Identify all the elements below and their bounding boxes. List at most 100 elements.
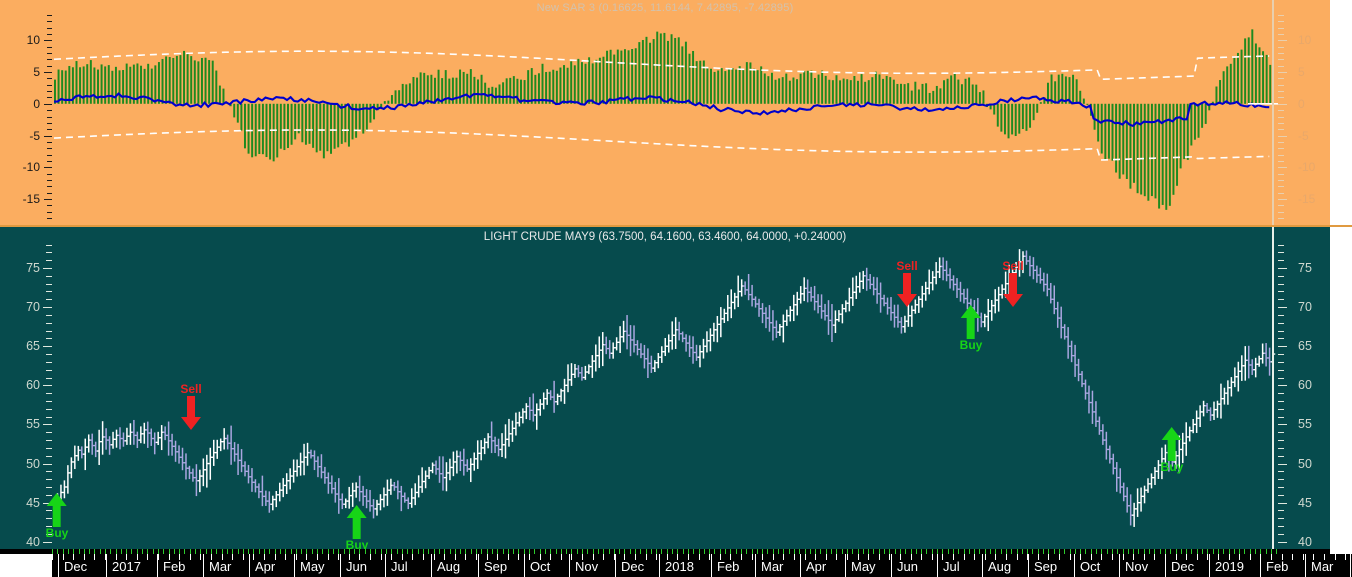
date-axis-separator — [106, 554, 107, 577]
price-bar-tick — [730, 549, 731, 554]
date-axis-tick — [381, 554, 382, 560]
date-axis-tick — [1154, 554, 1155, 560]
date-axis-label[interactable]: 2018 — [665, 559, 694, 574]
price-bar-tick — [428, 549, 429, 554]
date-axis-label[interactable]: Apr — [255, 559, 276, 574]
date-axis-label[interactable]: Dec — [64, 559, 88, 574]
date-axis-label[interactable]: May — [300, 559, 325, 574]
price-axis-tick — [46, 322, 52, 324]
date-axis-label[interactable]: 2019 — [1215, 559, 1244, 574]
price-y-axis-left[interactable]: 75 70 65 60 55 50 45 40 — [0, 227, 52, 554]
date-axis-tick — [1207, 554, 1208, 560]
buy-signal-marker[interactable]: Buy — [346, 505, 368, 552]
price-plot-area[interactable] — [52, 227, 1278, 554]
date-axis-label[interactable]: Oct — [530, 559, 551, 574]
indicator-y-axis-left[interactable]: 10 5 0 -5 -10 -15 — [0, 0, 52, 225]
date-axis-label[interactable]: Feb — [717, 559, 740, 574]
price-axis-tick-right — [1278, 252, 1284, 254]
price-bar-tick — [126, 549, 127, 554]
date-axis-label[interactable]: Mar — [209, 559, 232, 574]
price-bar-tick — [1165, 549, 1166, 554]
date-axis-tick — [391, 554, 392, 560]
date-axis-label[interactable]: Dec — [1171, 559, 1195, 574]
indicator-y-axis-right[interactable]: 10 5 0 -5 -10 -15 — [1278, 0, 1330, 225]
price-axis-tick-right — [1278, 400, 1284, 402]
date-axis-label[interactable]: Nov — [1125, 559, 1149, 574]
price-bar-tick — [725, 549, 726, 554]
date-axis-separator — [891, 554, 892, 577]
date-axis-separator — [431, 554, 432, 577]
date-axis-label[interactable]: Jun — [897, 559, 918, 574]
price-bar-tick — [911, 549, 912, 554]
sell-signal-marker[interactable]: Sell — [896, 260, 918, 307]
price-bar-tick — [397, 549, 398, 554]
indicator-plot-area[interactable] — [52, 0, 1278, 225]
date-axis-separator — [524, 554, 525, 577]
price-axis-tick-right — [1278, 385, 1287, 387]
price-bar-tick — [1006, 549, 1007, 554]
date-axis-label[interactable]: Apr — [806, 559, 827, 574]
date-axis-label[interactable]: Mar — [1311, 559, 1334, 574]
date-axis-label[interactable]: Jun — [346, 559, 367, 574]
date-axis-label[interactable]: Oct — [1080, 559, 1101, 574]
price-bar-tick — [227, 549, 228, 554]
date-axis[interactable]: Dec 2017 Feb Mar Apr May Jun Jul Aug Sep Oct Nov Dec… — [52, 554, 1352, 577]
price-axis-tick — [46, 432, 52, 434]
date-axis-label[interactable]: Nov — [575, 559, 599, 574]
price-y-tick-label-right: 65 — [1298, 339, 1312, 354]
indicator-y-tick-label: 10 — [26, 33, 40, 48]
date-axis-tick — [646, 554, 647, 560]
date-axis-separator — [845, 554, 846, 577]
date-axis-label[interactable]: Aug — [988, 559, 1012, 574]
buy-signal-marker[interactable]: Buy — [1161, 427, 1183, 474]
date-axis-label[interactable]: Feb — [1266, 559, 1289, 574]
price-bar-tick — [550, 549, 551, 554]
date-axis-tick — [889, 554, 890, 560]
price-axis-tick — [46, 330, 52, 332]
date-axis-label[interactable]: Aug — [437, 559, 461, 574]
price-bar-tick — [873, 549, 874, 554]
date-axis-label[interactable]: Mar — [761, 559, 784, 574]
indicator-axis-tick-right — [1278, 154, 1284, 156]
price-bar-tick — [116, 549, 117, 554]
indicator-panel[interactable]: New SAR 3 (0.16625, 11.6144, 7.42895, -7… — [0, 0, 1330, 225]
price-axis-tick-right — [1278, 416, 1284, 418]
price-bar-tick — [661, 549, 662, 554]
date-axis-label[interactable]: May — [851, 559, 876, 574]
indicator-axis-tick — [47, 154, 52, 156]
date-axis-tick — [794, 554, 795, 560]
indicator-axis-tick — [47, 84, 52, 86]
date-axis-separator — [937, 554, 938, 577]
indicator-axis-tick-right — [1278, 129, 1284, 131]
price-bar-tick — [354, 549, 355, 554]
date-axis-label[interactable]: Feb — [163, 559, 186, 574]
date-axis-label[interactable]: Sep — [484, 559, 508, 574]
price-bar-tick — [1123, 549, 1124, 554]
price-axis-tick-right — [1278, 377, 1284, 379]
price-bar-tick — [767, 549, 768, 554]
date-axis-label[interactable]: Sep — [1034, 559, 1058, 574]
buy-signal-marker[interactable]: Buy — [960, 305, 982, 352]
indicator-axis-tick — [47, 78, 52, 80]
price-axis-tick — [46, 416, 52, 418]
date-axis-separator — [1074, 554, 1075, 577]
sell-signal-marker[interactable]: Sell — [1002, 260, 1024, 307]
date-axis-label[interactable]: Jul — [943, 559, 960, 574]
date-axis-label[interactable]: Dec — [621, 559, 645, 574]
buy-signal-marker[interactable]: Buy — [46, 493, 68, 540]
price-bar-tick — [651, 549, 652, 554]
price-bar-tick — [815, 549, 816, 554]
date-axis-label[interactable]: Jul — [391, 559, 408, 574]
price-bar-tick — [492, 549, 493, 554]
price-axis-tick-right — [1278, 283, 1284, 285]
price-y-axis-right[interactable]: 75 70 65 60 55 50 45 40 — [1278, 227, 1330, 554]
sell-signal-marker[interactable]: Sell — [180, 383, 202, 430]
price-panel[interactable] — [0, 227, 1330, 554]
date-axis-tick — [264, 554, 265, 560]
price-bar-tick — [895, 549, 896, 554]
date-axis-label[interactable]: 2017 — [112, 559, 141, 574]
price-axis-tick — [46, 252, 52, 254]
date-axis-tick — [487, 554, 488, 560]
indicator-axis-tick — [47, 33, 52, 35]
indicator-axis-tick — [47, 14, 52, 16]
